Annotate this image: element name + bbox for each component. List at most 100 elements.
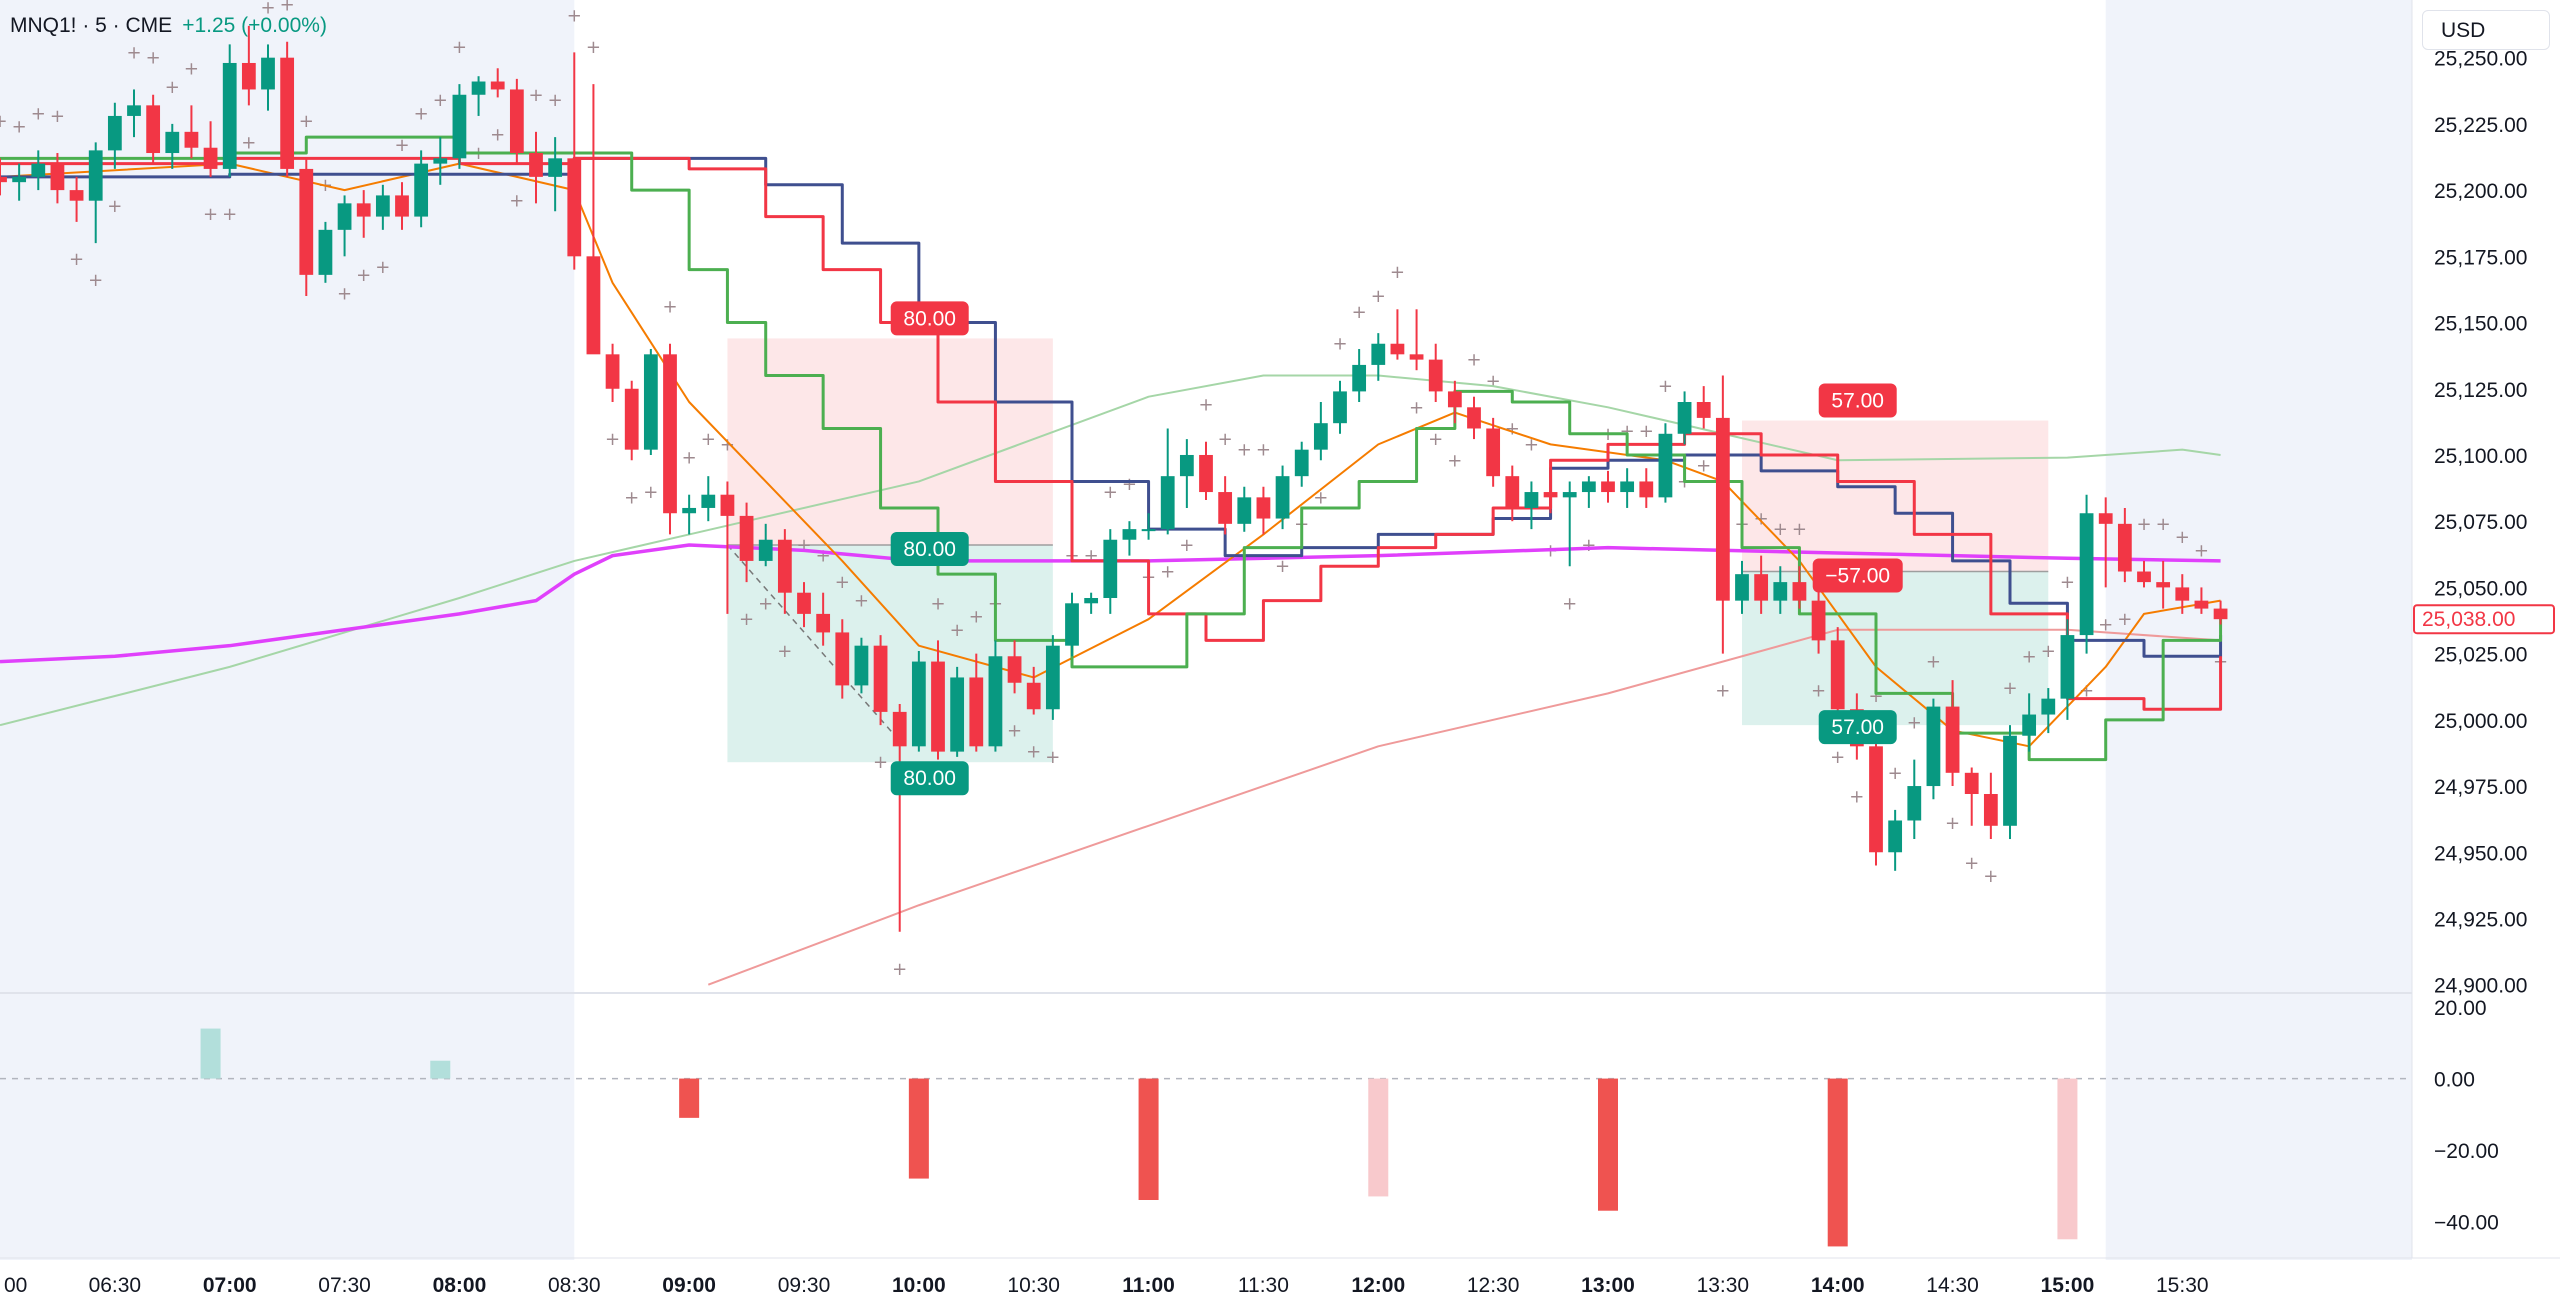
sar-dot: + <box>1332 334 1347 355</box>
sar-dot: + <box>662 297 677 318</box>
sar-dot: + <box>739 609 754 630</box>
oscillator-bar <box>1368 1078 1389 1197</box>
candle-body <box>586 256 601 355</box>
candle <box>1026 666 1041 715</box>
candle-body <box>1620 481 1635 493</box>
sar-dot: + <box>414 103 429 124</box>
sar-dot: + <box>375 257 390 278</box>
candle-body <box>1486 428 1501 477</box>
sar-dot: + <box>1888 763 1903 784</box>
sar-dot: + <box>2098 614 2113 635</box>
last-price-label: 25,038.00 <box>2422 608 2515 631</box>
sar-dot: + <box>1486 371 1501 392</box>
sar-dot: + <box>624 487 639 508</box>
oscillator-bar <box>1598 1078 1618 1211</box>
sar-dot: + <box>1964 853 1979 874</box>
candle <box>911 650 926 752</box>
candle-body <box>1409 354 1424 360</box>
sar-dot: + <box>146 48 161 69</box>
candle-body <box>452 94 467 159</box>
candle-body <box>1122 529 1137 540</box>
sar-dot: + <box>1409 397 1424 418</box>
trade1-entry-label-bg <box>890 532 969 567</box>
sar-dot: + <box>88 270 103 291</box>
time-tick-label: 09:30 <box>778 1274 831 1297</box>
candle <box>241 25 256 106</box>
candle-body <box>222 62 237 169</box>
candle-body <box>1256 497 1271 519</box>
sar-dot: + <box>1371 286 1386 307</box>
candle-body <box>395 195 409 217</box>
candle-body <box>50 163 65 191</box>
candle <box>2213 600 2228 625</box>
candle <box>1199 441 1213 500</box>
sar-dot: + <box>528 85 543 106</box>
candle-body <box>299 168 314 275</box>
sar-dot: + <box>241 132 256 153</box>
candle-body <box>1581 481 1596 493</box>
sar-dot: + <box>1428 429 1443 450</box>
candle <box>395 182 409 230</box>
candle-body <box>1735 574 1749 601</box>
sar-dot: + <box>777 641 792 662</box>
candle-body <box>241 62 256 90</box>
candle-body <box>624 388 639 450</box>
candle <box>2079 494 2094 654</box>
candle <box>567 52 582 270</box>
sar-dot: + <box>1179 535 1194 556</box>
sar-dot: + <box>835 572 850 593</box>
candle <box>1639 468 1654 508</box>
price-tick-label: 24,950.00 <box>2434 842 2527 865</box>
light-red-ma-line <box>707 628 2221 986</box>
sar-dot: + <box>605 429 620 450</box>
sar-dot: + <box>1639 421 1654 442</box>
candle-body <box>797 592 811 614</box>
candle-body <box>2194 600 2209 609</box>
time-tick-label: 07:30 <box>318 1274 371 1297</box>
oscillator-bar <box>908 1078 929 1179</box>
currency-button[interactable]: USD <box>2422 10 2550 50</box>
price-tick-label: 25,200.00 <box>2434 180 2527 203</box>
candle <box>1830 627 1845 720</box>
sar-dot: + <box>1390 262 1405 283</box>
time-tick-label: 15:30 <box>2156 1274 2209 1297</box>
sar-dot: + <box>126 42 141 63</box>
trade1-entry-label: 80.00 <box>903 538 956 561</box>
candle-body <box>1964 772 1979 794</box>
candle <box>2003 725 2017 840</box>
sar-dot: + <box>854 591 869 612</box>
candle-body <box>892 711 907 747</box>
candle-body <box>1754 574 1769 601</box>
sar-dot: + <box>1868 686 1883 707</box>
candle <box>1696 386 1711 429</box>
candle <box>739 502 754 583</box>
time-tick-label: 14:30 <box>1926 1274 1979 1297</box>
trade1-stop-label: 80.00 <box>903 307 956 330</box>
sar-dot: + <box>1715 681 1730 702</box>
candle <box>988 640 1003 752</box>
osc-tick-label: −20.00 <box>2434 1140 2499 1163</box>
candle <box>1141 513 1156 540</box>
candle <box>1735 560 1749 614</box>
candle-body <box>1179 454 1194 477</box>
candle-body <box>1639 481 1654 498</box>
candle-body <box>490 81 505 90</box>
time-tick-label: 09:00 <box>662 1274 716 1297</box>
candle-body <box>1888 820 1903 853</box>
green-step-line <box>0 135 2223 762</box>
candle-body <box>2041 698 2056 715</box>
time-tick-label: 12:00 <box>1351 1274 1405 1297</box>
candle-body <box>1447 391 1462 408</box>
sar-dot: + <box>260 0 275 18</box>
candle <box>1907 759 1922 840</box>
oscillator-bar <box>430 1060 451 1079</box>
candle <box>433 137 448 185</box>
time-tick-label: 10:30 <box>1007 1274 1060 1297</box>
candle-body <box>2137 571 2151 583</box>
price-tick-label: 25,025.00 <box>2434 644 2527 667</box>
candle <box>797 582 811 628</box>
candle <box>816 592 831 646</box>
sar-dot: + <box>2022 646 2037 667</box>
candle <box>280 41 295 177</box>
